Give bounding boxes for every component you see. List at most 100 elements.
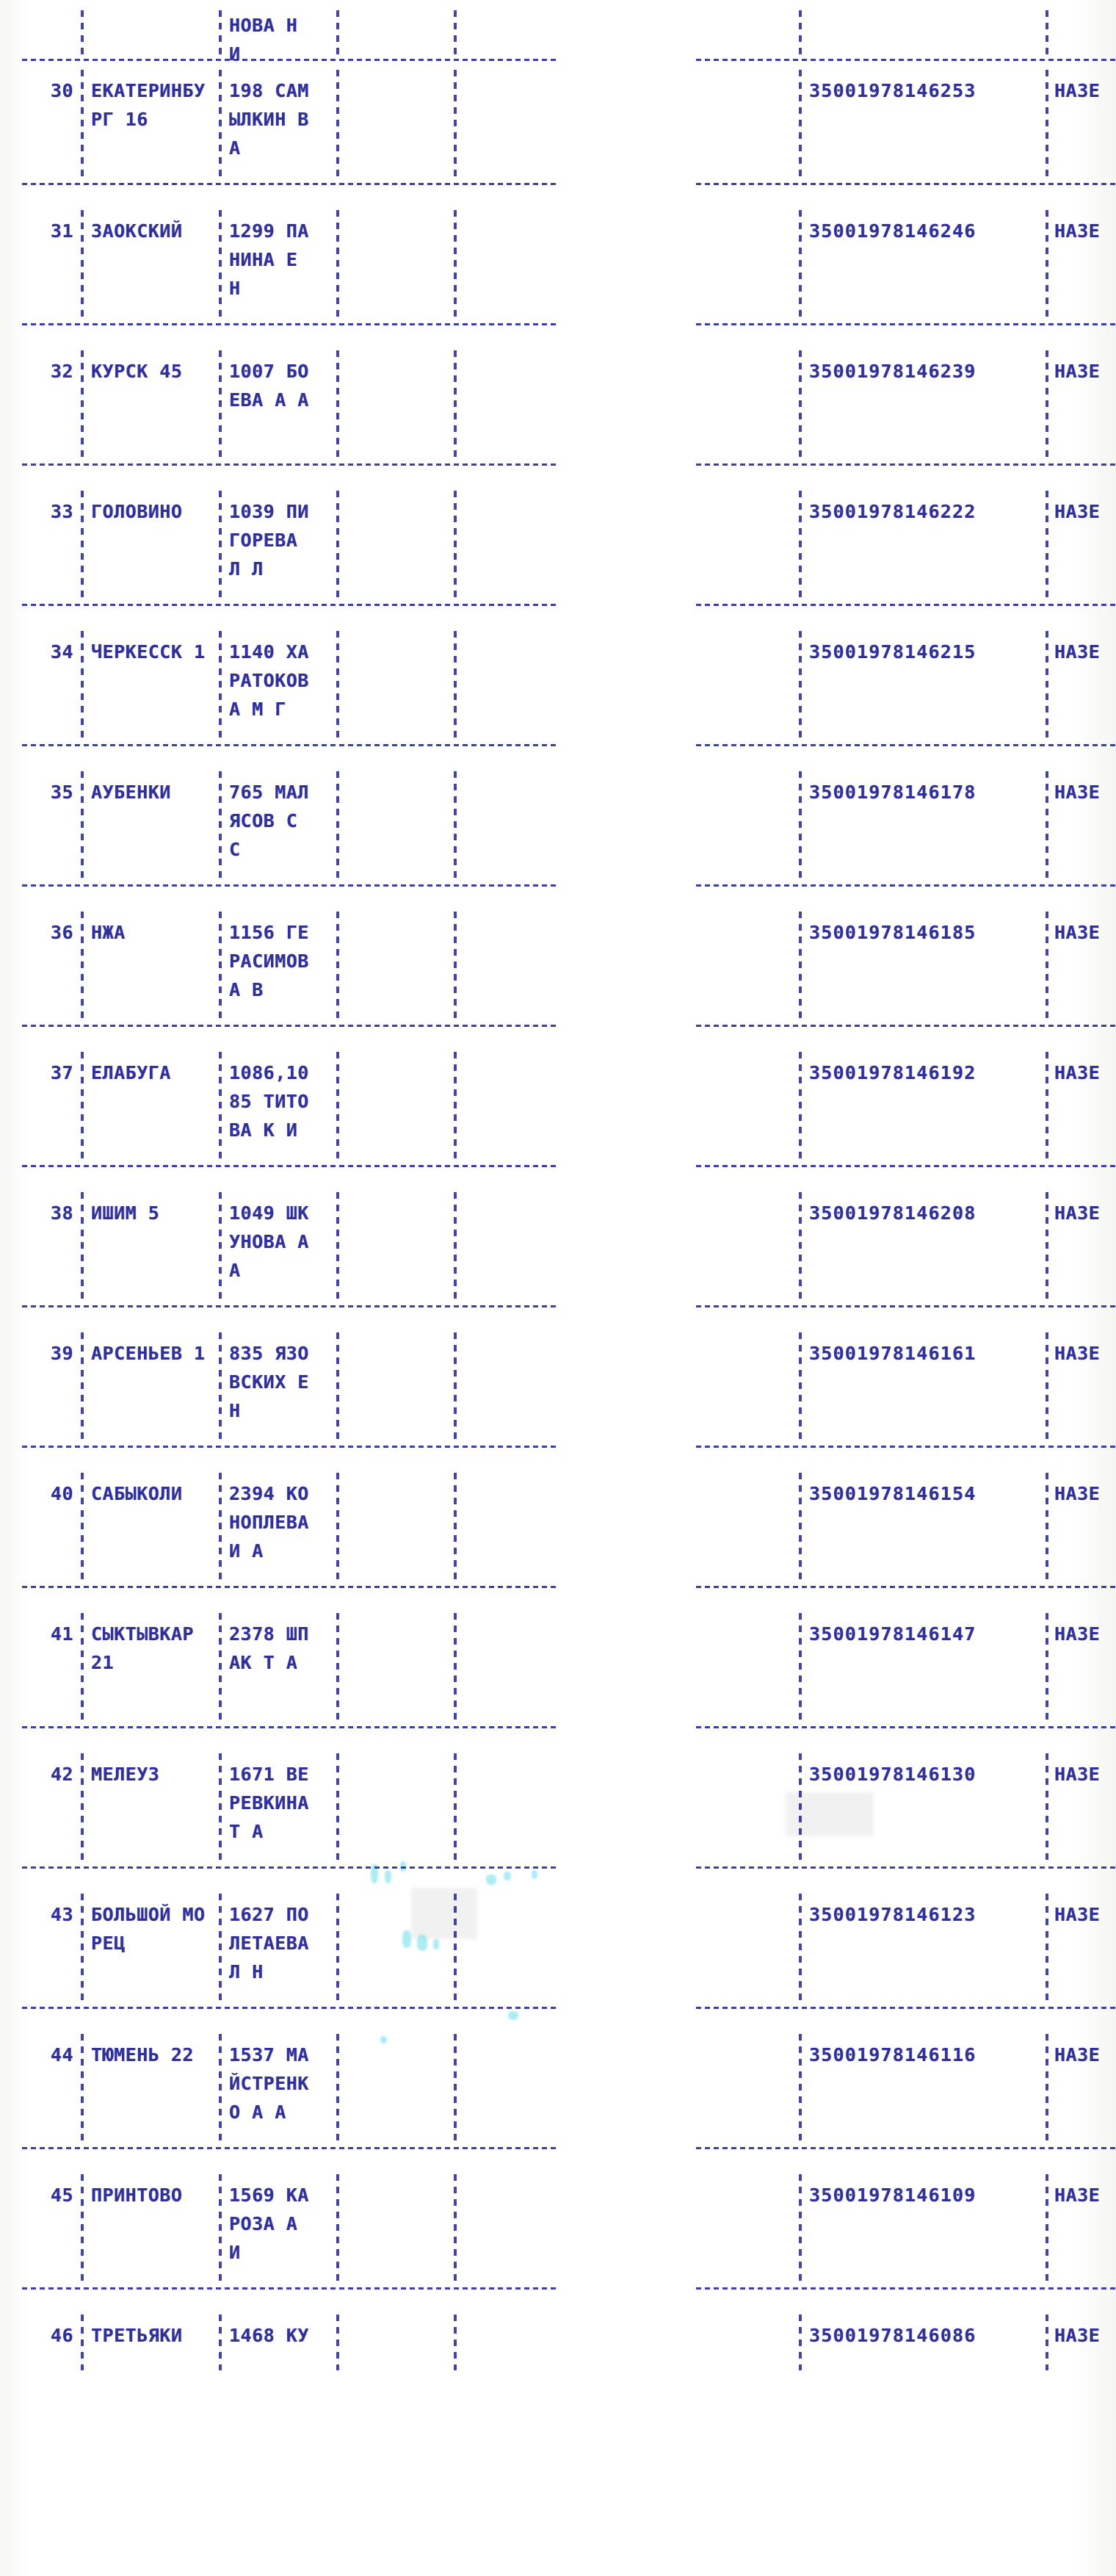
row-separator — [696, 1025, 1116, 1027]
recipient-line: УНОВА А — [229, 1231, 309, 1252]
row-separator — [22, 744, 557, 746]
column-rule — [1046, 771, 1048, 878]
status-label: НАЗЕ — [1054, 220, 1101, 242]
column-rule — [336, 771, 339, 878]
row-index: 41 — [50, 1623, 73, 1645]
column-rule — [336, 70, 339, 177]
column-rule — [219, 1192, 222, 1299]
column-rule — [454, 2034, 457, 2141]
recipient-line: ЫЛКИН В — [229, 109, 309, 130]
column-rule — [81, 1192, 84, 1299]
column-rule — [799, 771, 802, 878]
column-rule — [454, 10, 457, 59]
column-rule — [219, 1473, 222, 1580]
row-separator — [696, 1866, 1116, 1869]
column-rule — [1046, 1473, 1048, 1580]
recipient-line: ЛЕТАЕВА — [229, 1933, 309, 1954]
column-rule — [1046, 491, 1048, 598]
tracking-code: 35001978146253 — [809, 80, 976, 101]
status-label: НАЗЕ — [1054, 1623, 1101, 1645]
row-separator — [696, 884, 1116, 887]
column-rule — [454, 1473, 457, 1580]
status-label: НАЗЕ — [1054, 922, 1101, 943]
status-label: НАЗЕ — [1054, 80, 1101, 101]
status-label: НАЗЕ — [1054, 1904, 1101, 1925]
column-rule — [336, 10, 339, 59]
status-label: НАЗЕ — [1054, 2044, 1101, 2066]
tracking-code: 35001978146208 — [809, 1202, 976, 1224]
tracking-code: 35001978146086 — [809, 2325, 976, 2346]
recipient-line: А — [229, 137, 241, 159]
column-rule — [219, 2034, 222, 2141]
recipient-line: Т А — [229, 1821, 264, 1842]
row-separator — [22, 1446, 557, 1448]
row-separator — [696, 604, 1116, 606]
recipient-line: Л Л — [229, 558, 264, 580]
row-index: 37 — [50, 1062, 73, 1083]
row-separator — [22, 604, 557, 606]
tracking-code: 35001978146246 — [809, 220, 976, 242]
scan-smudge — [411, 1888, 477, 1939]
recipient-line: 835 ЯЗО — [229, 1343, 309, 1364]
row-separator — [696, 1446, 1116, 1448]
row-index: 30 — [50, 80, 73, 101]
recipient-line: 1569 КА — [229, 2184, 309, 2206]
tracking-code: 35001978146222 — [809, 501, 976, 522]
column-rule — [799, 10, 802, 59]
column-rule — [799, 1052, 802, 1159]
column-rule — [81, 491, 84, 598]
row-index: 34 — [50, 641, 73, 663]
station-name-line: САБЫКОЛИ — [91, 1483, 183, 1504]
tracking-code: 35001978146185 — [809, 922, 976, 943]
column-rule — [336, 1052, 339, 1159]
column-rule — [454, 631, 457, 738]
column-rule — [336, 350, 339, 458]
column-rule — [219, 491, 222, 598]
column-rule — [219, 1332, 222, 1440]
column-rule — [81, 10, 84, 59]
column-rule — [454, 70, 457, 177]
column-rule — [799, 70, 802, 177]
status-label: НАЗЕ — [1054, 1202, 1101, 1224]
recipient-line: 2394 КО — [229, 1483, 309, 1504]
recipient-line: 1049 ШК — [229, 1202, 309, 1224]
column-rule — [1046, 1052, 1048, 1159]
station-name-line: РГ 16 — [91, 109, 148, 130]
station-name-line: ЧЕРКЕССК 1 — [91, 641, 206, 663]
column-rule — [81, 1753, 84, 1861]
column-rule — [454, 350, 457, 458]
row-index: 40 — [50, 1483, 73, 1504]
row-index: 35 — [50, 782, 73, 803]
column-rule — [81, 2034, 84, 2141]
column-rule — [1046, 1192, 1048, 1299]
recipient-line: ВА К И — [229, 1119, 298, 1141]
status-label: НАЗЕ — [1054, 2325, 1101, 2346]
recipient-line: А М Г — [229, 699, 286, 720]
column-rule — [454, 1192, 457, 1299]
column-rule — [799, 1332, 802, 1440]
station-name-line: ЕЛАБУГА — [91, 1062, 171, 1083]
column-rule — [219, 1753, 222, 1861]
row-index: 32 — [50, 361, 73, 382]
station-name-line: ЕКАТЕРИНБУ — [91, 80, 206, 101]
column-rule — [336, 1894, 339, 2001]
status-label: НАЗЕ — [1054, 1343, 1101, 1364]
column-rule — [454, 912, 457, 1019]
tracking-code: 35001978146239 — [809, 361, 976, 382]
row-index: 39 — [50, 1343, 73, 1364]
column-rule — [1046, 1613, 1048, 1720]
scan-speckle — [385, 1870, 391, 1883]
recipient-line: 1039 ПИ — [229, 501, 309, 522]
row-separator — [696, 1305, 1116, 1307]
recipient-line: 198 САМ — [229, 80, 309, 101]
scan-speckle — [402, 1930, 411, 1948]
row-separator — [696, 744, 1116, 746]
station-name-line: БОЛЬШОЙ МО — [91, 1904, 206, 1925]
row-separator — [22, 884, 557, 887]
recipient-line: 2378 ШП — [229, 1623, 309, 1645]
station-name-line: АУБЕНКИ — [91, 782, 171, 803]
column-rule — [454, 1894, 457, 2001]
recipient-line: Н — [229, 278, 241, 299]
tracking-code: 35001978146161 — [809, 1343, 976, 1364]
